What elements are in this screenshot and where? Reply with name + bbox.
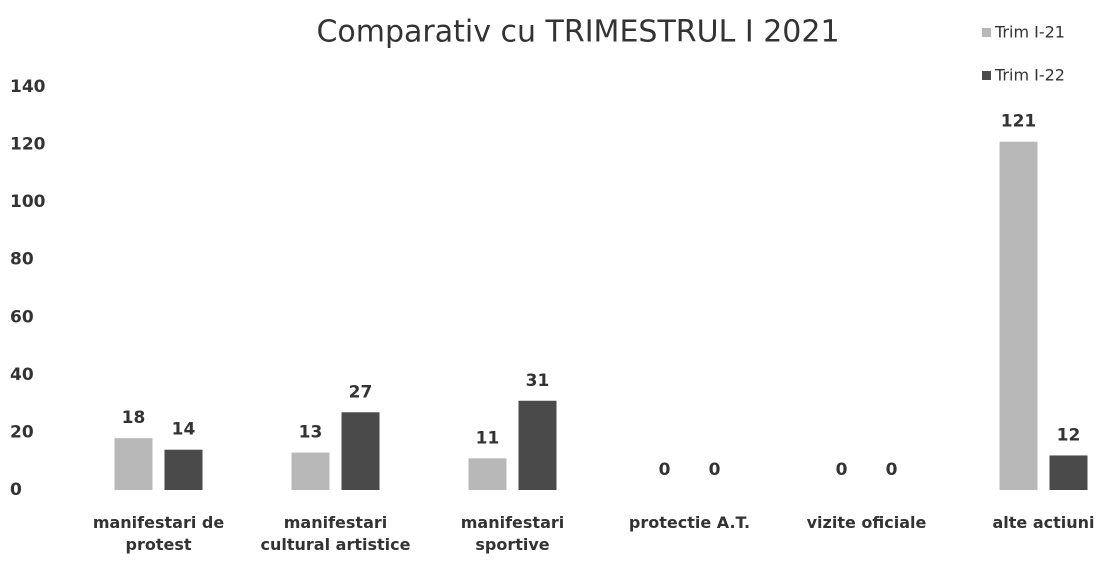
- bar: [114, 438, 153, 490]
- legend-label: Trim I-22: [994, 66, 1065, 85]
- x-tick-label: vizite oficiale: [806, 513, 927, 532]
- data-label: 121: [1001, 112, 1037, 132]
- x-tick-label: protectie A.T.: [628, 513, 751, 532]
- data-label: 13: [299, 423, 323, 443]
- legend-swatch: [982, 28, 991, 37]
- data-label: 0: [836, 460, 848, 480]
- bar: [1049, 455, 1088, 490]
- data-label: 0: [709, 460, 721, 480]
- data-label: 11: [476, 428, 500, 448]
- y-tick-label: 0: [10, 480, 22, 500]
- legend-swatch: [982, 71, 991, 80]
- data-label: 27: [349, 382, 373, 402]
- x-tick-label: manifestari cultural artistice: [260, 513, 411, 554]
- data-label: 12: [1057, 425, 1081, 445]
- x-tick-label: alte actiuni: [992, 513, 1095, 532]
- bar: [518, 400, 557, 490]
- data-label: 0: [886, 460, 898, 480]
- bar: [468, 458, 507, 490]
- bar: [341, 412, 380, 490]
- bar: [291, 452, 330, 490]
- y-tick-label: 100: [10, 192, 46, 212]
- data-label: 18: [122, 408, 146, 428]
- y-tick-label: 140: [10, 77, 46, 97]
- y-tick-label: 80: [10, 250, 34, 270]
- y-tick-label: 40: [10, 365, 34, 385]
- data-label: 14: [172, 420, 196, 440]
- y-tick-label: 20: [10, 422, 34, 442]
- data-label: 0: [659, 460, 671, 480]
- data-label: 31: [526, 371, 550, 391]
- bar: [164, 449, 203, 490]
- chart-title: Comparativ cu TRIMESTRUL I 2021: [316, 15, 839, 50]
- legend-label: Trim I-21: [994, 23, 1065, 42]
- bar: [999, 141, 1038, 490]
- x-tick-label: manifestari sportive: [460, 513, 565, 554]
- y-tick-label: 120: [10, 135, 46, 155]
- y-tick-label: 60: [10, 307, 34, 327]
- x-tick-label: manifestari de protest: [92, 513, 225, 554]
